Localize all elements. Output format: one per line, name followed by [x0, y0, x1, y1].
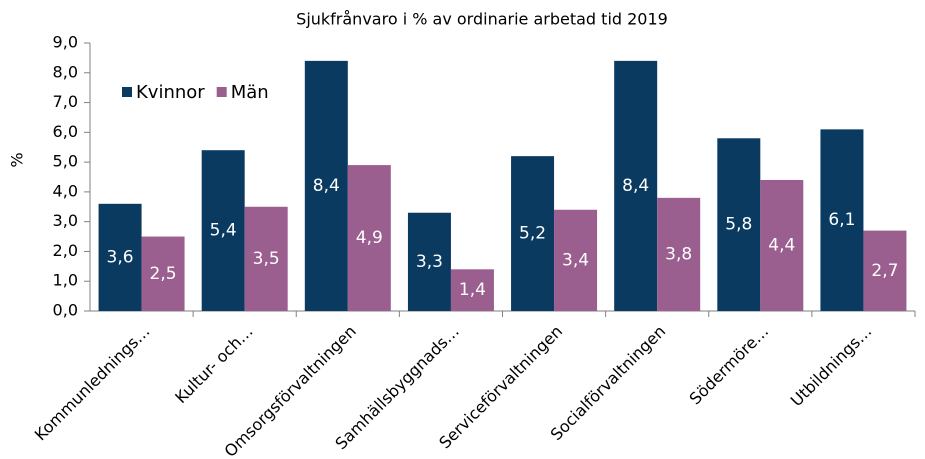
legend-swatch — [122, 87, 132, 97]
value-label: 5,8 — [725, 215, 752, 235]
value-label: 6,1 — [828, 210, 855, 230]
x-tick-label: Kultur- och… — [171, 322, 256, 407]
bar — [347, 165, 391, 311]
value-label: 2,7 — [871, 261, 898, 281]
bar — [141, 236, 185, 311]
y-tick-label: 6,0 — [53, 122, 78, 141]
y-axis-label: % — [8, 152, 27, 167]
y-tick-label: 0,0 — [53, 301, 78, 320]
value-label: 8,4 — [313, 176, 340, 196]
y-tick-label: 5,0 — [53, 152, 78, 171]
bar — [511, 156, 555, 311]
chart-title: Sjukfrånvaro i % av ordinarie arbetad ti… — [296, 10, 668, 29]
y-tick-label: 2,0 — [53, 241, 78, 260]
bar — [760, 179, 804, 311]
legend-swatch — [216, 87, 227, 97]
bar — [717, 138, 761, 311]
legend-label: Kvinnor — [136, 82, 205, 103]
value-label: 2,5 — [150, 264, 177, 284]
bar — [657, 197, 701, 311]
value-label: 3,3 — [416, 252, 443, 272]
y-tick-label: 3,0 — [53, 211, 78, 230]
bar — [201, 150, 245, 311]
x-tick-label: Socialförvaltningen — [547, 322, 670, 445]
x-tick-label: Södermöre… — [686, 322, 773, 409]
y-tick-label: 9,0 — [53, 33, 78, 52]
x-tick-label: Utbildnings… — [787, 322, 876, 411]
value-label: 5,4 — [210, 221, 237, 241]
y-tick-label: 7,0 — [53, 92, 78, 111]
bar — [304, 60, 348, 311]
bar — [244, 206, 288, 311]
value-label: 5,2 — [519, 224, 546, 244]
bar — [554, 209, 598, 311]
bar — [407, 212, 451, 311]
y-tick-label: 8,0 — [53, 62, 78, 81]
value-label: 3,6 — [107, 247, 134, 267]
bar — [450, 269, 494, 311]
bar — [863, 230, 907, 311]
y-tick-label: 1,0 — [53, 271, 78, 290]
value-label: 3,8 — [665, 244, 692, 264]
bar — [614, 60, 658, 311]
bar — [98, 203, 142, 311]
value-label: 1,4 — [459, 280, 486, 300]
value-label: 4,4 — [768, 235, 795, 255]
value-label: 4,9 — [356, 228, 383, 248]
value-label: 3,5 — [253, 249, 280, 269]
legend-label: Män — [231, 82, 269, 103]
bar — [820, 129, 864, 311]
y-tick-label: 4,0 — [53, 181, 78, 200]
value-label: 8,4 — [622, 176, 649, 196]
value-label: 3,4 — [562, 250, 589, 270]
x-tick-label: Kommunlednings… — [31, 322, 154, 445]
